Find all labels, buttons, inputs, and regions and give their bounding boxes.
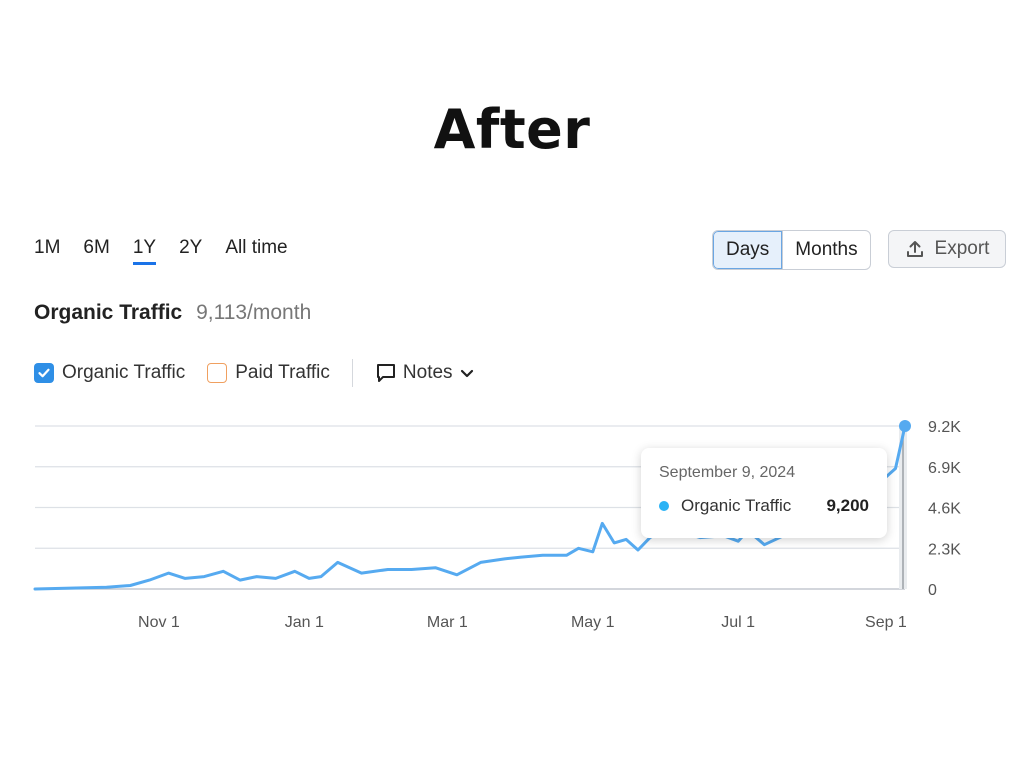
range-6m[interactable]: 6M — [83, 237, 110, 258]
y-tick-label: 9.2K — [928, 419, 961, 436]
granularity-toggle: Days Months — [712, 230, 871, 270]
legend-organic-toggle[interactable]: Organic Traffic — [34, 362, 185, 384]
months-button[interactable]: Months — [782, 231, 869, 269]
export-label: Export — [934, 238, 990, 259]
y-tick-label: 0 — [928, 582, 937, 599]
chart-legend: Organic Traffic Paid Traffic Notes — [34, 359, 475, 387]
x-tick-label: Jan 1 — [285, 614, 324, 631]
x-tick-label: Jul 1 — [721, 614, 755, 631]
y-tick-label: 2.3K — [928, 541, 961, 558]
tooltip-value: 9,200 — [826, 496, 869, 515]
metric-summary: Organic Traffic 9,113/month — [34, 301, 311, 325]
export-button[interactable]: Export — [888, 230, 1006, 268]
legend-divider — [351, 359, 353, 387]
x-tick-label: Mar 1 — [427, 614, 468, 631]
x-tick-label: Nov 1 — [138, 614, 180, 631]
page-heading: After — [433, 98, 591, 161]
legend-organic-label: Organic Traffic — [62, 362, 186, 383]
legend-paid-toggle[interactable]: Paid Traffic — [207, 362, 330, 384]
tooltip-row: Organic Traffic 9,200 — [659, 496, 869, 516]
chart-tooltip: September 9, 2024 Organic Traffic 9,200 — [641, 448, 887, 538]
notes-dropdown[interactable]: Notes — [375, 362, 475, 384]
metric-title: Organic Traffic — [34, 301, 183, 324]
checkbox-unchecked-icon[interactable] — [207, 363, 228, 383]
comment-icon — [376, 364, 395, 382]
legend-paid-label: Paid Traffic — [235, 362, 330, 383]
tooltip-series-label: Organic Traffic — [681, 496, 792, 515]
tooltip-date: September 9, 2024 — [659, 464, 796, 481]
checkbox-checked-icon[interactable] — [34, 363, 54, 383]
notes-label: Notes — [402, 362, 453, 383]
chevron-down-icon — [460, 369, 473, 378]
y-tick-label: 4.6K — [928, 501, 961, 518]
range-selector: 1M 6M 1Y 2Y All time — [34, 237, 311, 265]
range-1y[interactable]: 1Y — [132, 237, 157, 265]
x-tick-label: Sep 1 — [865, 614, 907, 631]
days-button[interactable]: Days — [713, 231, 783, 269]
tooltip-series-dot — [659, 501, 669, 511]
series-point-latest — [899, 420, 911, 432]
range-2y[interactable]: 2Y — [179, 237, 203, 258]
x-tick-label: May 1 — [571, 614, 615, 631]
metric-value: 9,113/month — [196, 301, 312, 324]
y-tick-label: 6.9K — [928, 460, 961, 477]
range-all-time[interactable]: All time — [225, 237, 288, 258]
range-1m[interactable]: 1M — [34, 237, 61, 258]
upload-icon — [906, 241, 923, 257]
